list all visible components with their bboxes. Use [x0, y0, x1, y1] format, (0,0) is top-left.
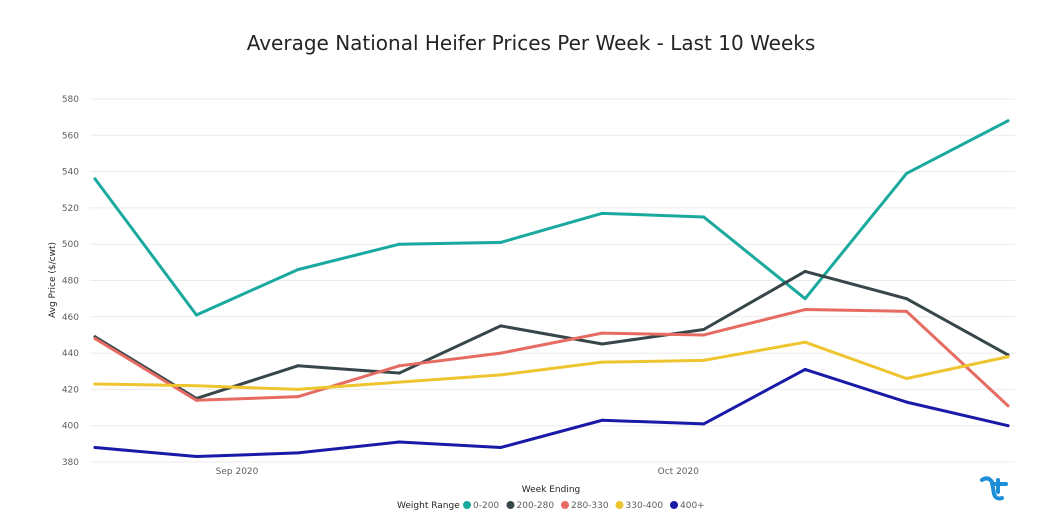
data-point[interactable]: [600, 418, 604, 422]
data-point[interactable]: [499, 240, 503, 244]
data-point[interactable]: [803, 340, 807, 344]
x-tick-label: Sep 2020: [216, 467, 259, 477]
data-point[interactable]: [499, 351, 503, 355]
data-point[interactable]: [296, 387, 300, 391]
data-point[interactable]: [600, 331, 604, 335]
y-tick-label: 380: [62, 458, 79, 468]
data-point[interactable]: [600, 211, 604, 215]
legend-label: 200-280: [517, 501, 555, 511]
y-tick-label: 540: [62, 168, 79, 178]
data-point[interactable]: [702, 358, 706, 362]
data-point[interactable]: [499, 445, 503, 449]
y-tick-label: 420: [62, 385, 79, 395]
data-point[interactable]: [194, 313, 198, 317]
data-point[interactable]: [397, 371, 401, 375]
y-tick-label: 520: [62, 204, 79, 214]
data-point[interactable]: [93, 337, 97, 341]
data-point[interactable]: [397, 380, 401, 384]
data-point[interactable]: [194, 455, 198, 459]
y-tick-label: 580: [62, 95, 79, 105]
logo-stroke-right: [990, 478, 1008, 494]
data-point[interactable]: [194, 398, 198, 402]
chart-title: Average National Heifer Prices Per Week …: [247, 31, 816, 55]
data-point[interactable]: [600, 342, 604, 346]
y-tick-label: 480: [62, 277, 79, 287]
data-point[interactable]: [499, 324, 503, 328]
data-point[interactable]: [499, 373, 503, 377]
y-tick-label: 400: [62, 422, 79, 432]
y-tick-label: 560: [62, 131, 79, 141]
data-point[interactable]: [93, 445, 97, 449]
legend-label: 400+: [680, 501, 705, 511]
x-tick-label: Oct 2020: [658, 467, 700, 477]
data-point[interactable]: [905, 400, 909, 404]
legend-marker: [463, 501, 471, 509]
data-point[interactable]: [296, 364, 300, 368]
data-point[interactable]: [702, 328, 706, 332]
series-lines: [93, 119, 1010, 459]
data-point[interactable]: [803, 367, 807, 371]
y-tick-label: 460: [62, 313, 79, 323]
logo-stroke-left: [980, 476, 1004, 501]
data-point[interactable]: [905, 297, 909, 301]
data-point[interactable]: [803, 297, 807, 301]
data-point[interactable]: [397, 364, 401, 368]
legend-label: 280-330: [571, 501, 609, 511]
data-point[interactable]: [803, 269, 807, 273]
data-point[interactable]: [194, 384, 198, 388]
data-point[interactable]: [93, 177, 97, 181]
series-line-280-330[interactable]: [93, 308, 1010, 408]
data-point[interactable]: [1006, 119, 1010, 123]
legend-item[interactable]: 200-280: [506, 501, 555, 511]
data-point[interactable]: [296, 451, 300, 455]
data-point[interactable]: [397, 242, 401, 246]
y-tick-label: 440: [62, 349, 79, 359]
legend-item[interactable]: 330-400: [615, 501, 664, 511]
legend-marker: [561, 501, 569, 509]
x-axis-title: Week Ending: [522, 485, 581, 495]
series-line-400+[interactable]: [93, 367, 1010, 459]
data-point[interactable]: [1006, 355, 1010, 359]
legend-label: 330-400: [626, 501, 664, 511]
data-point[interactable]: [702, 215, 706, 219]
data-point[interactable]: [905, 377, 909, 381]
legend-item[interactable]: 280-330: [561, 501, 609, 511]
legend-label: 0-200: [473, 501, 499, 511]
legend-marker: [506, 501, 515, 509]
brand-logo-icon: [980, 476, 1008, 501]
data-point[interactable]: [905, 309, 909, 313]
data-point[interactable]: [93, 382, 97, 386]
y-axis-title: Avg Price ($/cwt): [48, 242, 58, 318]
legend[interactable]: Weight Range 0-200 200-280 280-330 330-400 40…: [397, 501, 705, 511]
x-axis: Sep 2020 Oct 2020: [216, 467, 700, 477]
y-tick-label: 500: [62, 240, 79, 250]
data-point[interactable]: [1006, 404, 1010, 408]
data-point[interactable]: [397, 440, 401, 444]
series-line-200-280[interactable]: [93, 269, 1010, 400]
data-point[interactable]: [702, 422, 706, 426]
legend-title: Weight Range: [397, 501, 460, 511]
legend-marker: [670, 501, 678, 509]
data-point[interactable]: [905, 171, 909, 175]
legend-marker: [615, 501, 624, 509]
data-point[interactable]: [702, 333, 706, 337]
y-axis: 380 400 420 440 460 480 500 520 540 560 580: [62, 95, 79, 468]
series-line-0-200[interactable]: [93, 119, 1010, 317]
gridlines: [90, 98, 1015, 463]
data-point[interactable]: [1006, 424, 1010, 428]
legend-item[interactable]: 0-200: [463, 501, 499, 511]
data-point[interactable]: [803, 308, 807, 312]
data-point[interactable]: [296, 268, 300, 272]
legend-item[interactable]: 400+: [670, 501, 705, 511]
data-point[interactable]: [600, 360, 604, 364]
data-point[interactable]: [296, 395, 300, 399]
series-line-330-400[interactable]: [93, 340, 1010, 391]
